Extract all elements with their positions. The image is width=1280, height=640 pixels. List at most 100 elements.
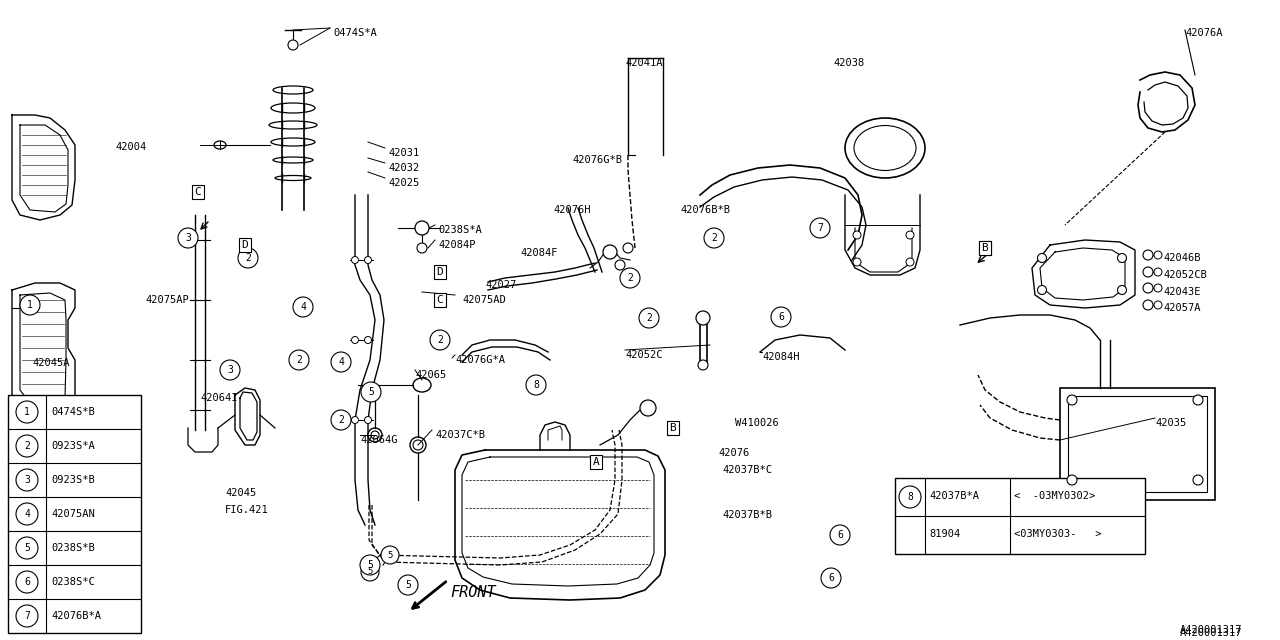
Circle shape: [810, 218, 829, 238]
Text: <03MY0303-   >: <03MY0303- >: [1014, 529, 1102, 539]
Text: 42004: 42004: [115, 142, 146, 152]
Circle shape: [15, 571, 38, 593]
Circle shape: [1143, 250, 1153, 260]
Circle shape: [1155, 284, 1162, 292]
Text: 42027: 42027: [485, 280, 516, 290]
Text: 42076H: 42076H: [553, 205, 590, 215]
Circle shape: [526, 375, 547, 395]
Circle shape: [1193, 475, 1203, 485]
Circle shape: [603, 245, 617, 259]
Circle shape: [15, 469, 38, 491]
Ellipse shape: [273, 157, 314, 163]
Text: 42076: 42076: [718, 448, 749, 458]
Text: W410026: W410026: [735, 418, 778, 428]
Text: 8: 8: [908, 492, 913, 502]
Circle shape: [906, 258, 914, 266]
Ellipse shape: [271, 103, 315, 113]
Text: 42032: 42032: [388, 163, 420, 173]
Circle shape: [1117, 285, 1126, 294]
Text: FIG.421: FIG.421: [225, 505, 269, 515]
Text: B: B: [982, 243, 988, 253]
Circle shape: [352, 417, 358, 424]
Text: 6: 6: [24, 577, 29, 587]
Circle shape: [288, 40, 298, 50]
Text: D: D: [242, 240, 248, 250]
Ellipse shape: [214, 141, 227, 149]
Text: 42052C: 42052C: [625, 350, 663, 360]
Text: 42064G: 42064G: [360, 435, 398, 445]
Text: B: B: [669, 423, 676, 433]
Text: 42075AN: 42075AN: [51, 509, 95, 519]
Circle shape: [430, 330, 451, 350]
Text: 6: 6: [837, 530, 844, 540]
Text: 2: 2: [627, 273, 632, 283]
Circle shape: [1155, 251, 1162, 259]
Text: 5: 5: [24, 543, 29, 553]
Text: C: C: [436, 295, 443, 305]
Text: 42075AD: 42075AD: [462, 295, 506, 305]
Text: 5: 5: [367, 560, 372, 570]
Text: 7: 7: [817, 223, 823, 233]
Text: B: B: [982, 243, 988, 253]
Circle shape: [771, 307, 791, 327]
Circle shape: [332, 410, 351, 430]
Text: 2: 2: [244, 253, 251, 263]
Text: 5: 5: [404, 580, 411, 590]
Ellipse shape: [273, 86, 314, 94]
Circle shape: [1155, 301, 1162, 309]
Text: 42064I: 42064I: [200, 393, 238, 403]
Text: 42084H: 42084H: [762, 352, 800, 362]
Text: A: A: [593, 457, 599, 467]
Circle shape: [289, 350, 308, 370]
Text: 5: 5: [369, 387, 374, 397]
Text: 42031: 42031: [388, 148, 420, 158]
Ellipse shape: [413, 378, 431, 392]
Text: 8: 8: [532, 380, 539, 390]
Circle shape: [398, 575, 419, 595]
Circle shape: [178, 228, 198, 248]
Text: 5: 5: [367, 568, 372, 577]
Bar: [1060, 388, 1215, 500]
Circle shape: [623, 243, 634, 253]
Circle shape: [220, 360, 241, 380]
Text: 2: 2: [338, 415, 344, 425]
Circle shape: [704, 228, 724, 248]
Text: D: D: [436, 267, 443, 277]
Circle shape: [24, 302, 36, 314]
Text: 42035: 42035: [1155, 418, 1187, 428]
Circle shape: [1068, 395, 1076, 405]
Text: 42041A: 42041A: [625, 58, 663, 68]
Circle shape: [852, 231, 861, 239]
Text: 3: 3: [24, 475, 29, 485]
Text: <  -03MY0302>: < -03MY0302>: [1014, 491, 1096, 501]
Text: 42075AP: 42075AP: [145, 295, 188, 305]
Text: 42043E: 42043E: [1164, 287, 1201, 297]
Ellipse shape: [413, 440, 422, 450]
Circle shape: [1143, 283, 1153, 293]
Text: FRONT: FRONT: [451, 585, 495, 600]
Circle shape: [906, 231, 914, 239]
Text: 6: 6: [778, 312, 783, 322]
Text: 42076G*A: 42076G*A: [454, 355, 506, 365]
Circle shape: [698, 360, 708, 370]
Text: 42052CB: 42052CB: [1164, 270, 1207, 280]
Text: 42037C*B: 42037C*B: [435, 430, 485, 440]
Circle shape: [852, 258, 861, 266]
Circle shape: [15, 537, 38, 559]
Text: 81904: 81904: [929, 529, 960, 539]
Text: 1: 1: [27, 300, 33, 310]
Circle shape: [415, 221, 429, 235]
Circle shape: [696, 311, 710, 325]
Text: 0923S*B: 0923S*B: [51, 475, 95, 485]
Text: 42037B*A: 42037B*A: [929, 491, 979, 501]
Circle shape: [184, 234, 192, 242]
Circle shape: [614, 260, 625, 270]
Circle shape: [1117, 253, 1126, 262]
Ellipse shape: [417, 224, 428, 232]
Circle shape: [238, 248, 259, 268]
Text: 42045: 42045: [225, 488, 256, 498]
Circle shape: [620, 268, 640, 288]
Text: 0474S*A: 0474S*A: [333, 28, 376, 38]
Bar: [895, 478, 1146, 554]
Ellipse shape: [854, 125, 916, 170]
